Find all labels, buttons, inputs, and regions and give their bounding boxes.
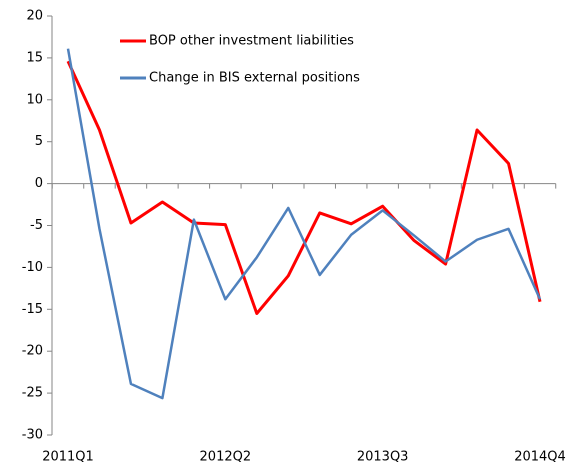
y-tick-label: 15 [26, 50, 43, 65]
x-tick-label: 2014Q4 [514, 450, 566, 465]
legend-label: Change in BIS external positions [149, 71, 360, 86]
y-tick-label: 0 [35, 176, 43, 191]
y-tick-label: -20 [22, 344, 43, 359]
y-tick-label: -15 [22, 302, 43, 317]
x-tick-label: 2011Q1 [42, 450, 94, 465]
y-tick-label: 20 [26, 9, 43, 24]
y-tick-label: -5 [30, 218, 43, 233]
y-tick-label: 5 [35, 134, 43, 149]
series-line [66, 48, 542, 400]
y-tick-label: -25 [22, 386, 43, 401]
y-tick-label: -30 [22, 428, 43, 443]
y-tick-label: -10 [22, 260, 43, 275]
legend-label: BOP other investment liabilities [149, 34, 354, 49]
x-tick-label: 2013Q3 [357, 450, 409, 465]
y-tick-label: 10 [26, 92, 43, 107]
x-tick-label: 2012Q2 [200, 450, 252, 465]
